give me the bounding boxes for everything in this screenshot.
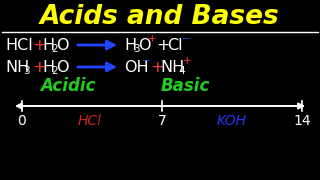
Text: 2: 2 <box>51 66 58 76</box>
Text: 7: 7 <box>158 114 166 128</box>
Text: 3: 3 <box>23 66 30 76</box>
Text: +: + <box>150 60 164 75</box>
Text: O: O <box>56 37 68 53</box>
Text: O: O <box>56 60 68 75</box>
Text: −: − <box>142 56 151 66</box>
Text: NH: NH <box>5 60 29 75</box>
Text: H: H <box>124 37 136 53</box>
Text: H: H <box>42 37 54 53</box>
Text: −: − <box>182 34 191 44</box>
Text: +: + <box>32 60 45 75</box>
Text: O: O <box>138 37 150 53</box>
Text: +: + <box>156 37 170 53</box>
Text: HCl: HCl <box>78 114 102 128</box>
Text: Acids and Bases: Acids and Bases <box>40 4 280 30</box>
Text: KOH: KOH <box>217 114 247 128</box>
Text: NH: NH <box>160 60 184 75</box>
Text: 3: 3 <box>133 44 140 54</box>
Text: Acidic: Acidic <box>40 77 96 95</box>
Text: +: + <box>32 37 45 53</box>
Text: 14: 14 <box>293 114 311 128</box>
Text: Basic: Basic <box>160 77 210 95</box>
Text: H: H <box>42 60 54 75</box>
Text: +: + <box>148 34 156 44</box>
Text: Cl: Cl <box>167 37 183 53</box>
Text: OH: OH <box>124 60 148 75</box>
Text: +: + <box>183 56 192 66</box>
Text: HCl: HCl <box>5 37 33 53</box>
Text: 4: 4 <box>178 66 185 76</box>
Text: 2: 2 <box>51 44 58 54</box>
Text: 0: 0 <box>18 114 26 128</box>
